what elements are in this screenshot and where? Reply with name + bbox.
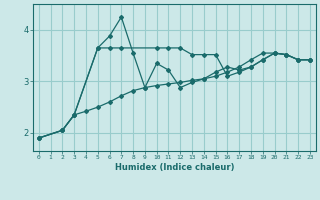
X-axis label: Humidex (Indice chaleur): Humidex (Indice chaleur)	[115, 163, 234, 172]
